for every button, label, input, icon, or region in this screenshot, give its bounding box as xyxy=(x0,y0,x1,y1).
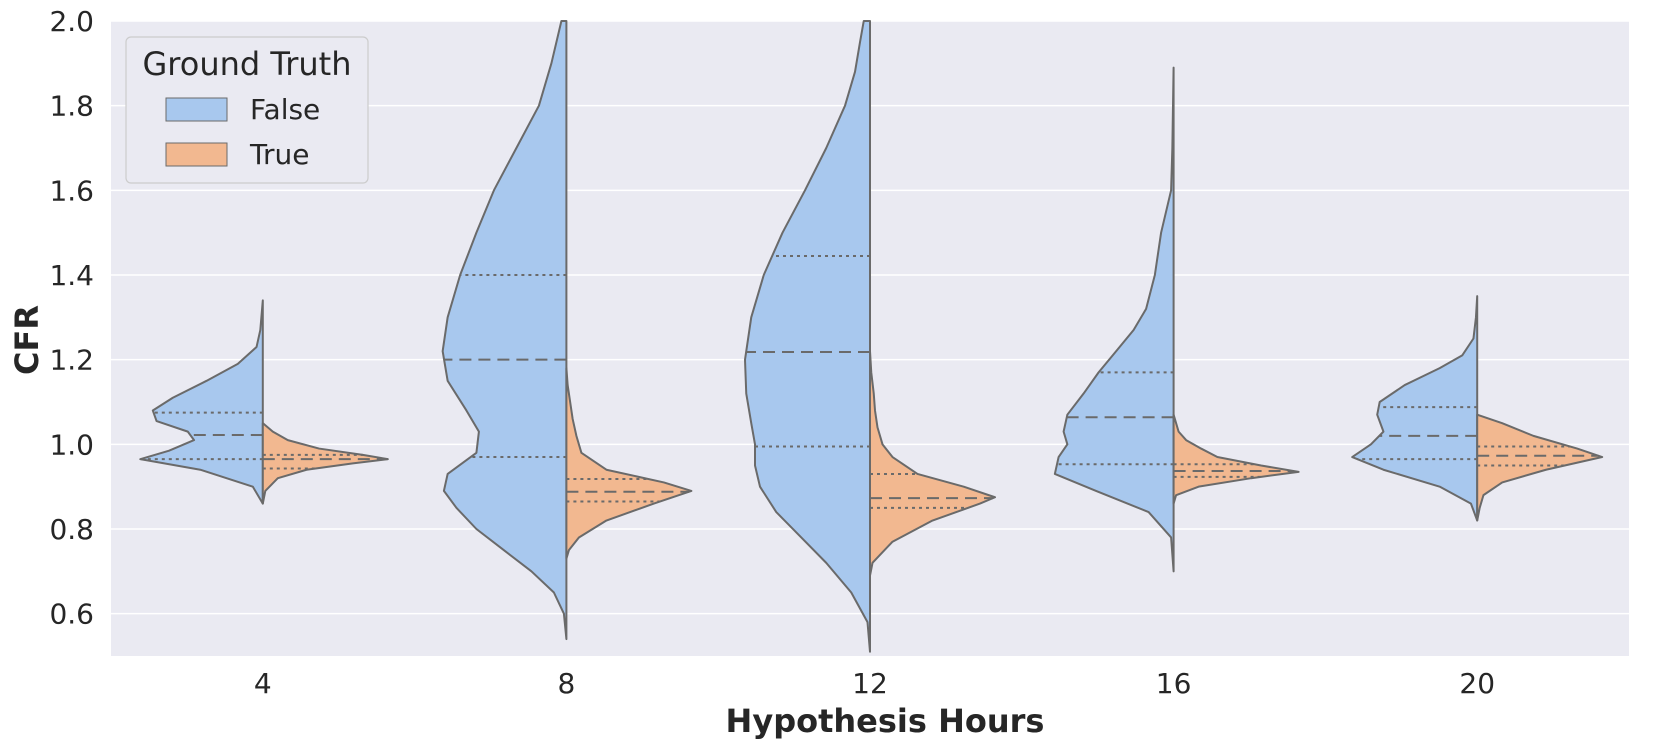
violin-true-8 xyxy=(565,367,693,560)
y-tick-label: 0.8 xyxy=(49,513,94,546)
tick-labels: 0.6 0.8 1.0 1.2 1.4 1.6 1.8 2.0 4 8 12 16 20 xyxy=(49,5,1495,700)
violin-false-16 xyxy=(1053,66,1175,573)
x-tick-label: 8 xyxy=(557,667,575,700)
y-tick-label: 1.4 xyxy=(49,259,94,292)
violin-false-4 xyxy=(139,299,264,505)
y-tick-label: 1.0 xyxy=(49,428,94,461)
x-tick-label: 16 xyxy=(1156,667,1192,700)
x-tick-label: 20 xyxy=(1459,667,1495,700)
y-tick-label: 1.8 xyxy=(49,90,94,123)
violin-true-20 xyxy=(1476,413,1604,522)
x-tick-label: 12 xyxy=(852,667,888,700)
violin-false-20 xyxy=(1351,295,1479,522)
legend-swatch-false xyxy=(165,97,228,122)
legend-label-false: False xyxy=(250,93,320,126)
y-axis-title: CFR xyxy=(8,305,46,375)
legend-label-true: True xyxy=(249,138,309,171)
legend-title: Ground Truth xyxy=(143,45,352,83)
y-tick-label: 1.2 xyxy=(49,344,94,377)
violins xyxy=(139,20,1604,653)
violin-true-16 xyxy=(1172,413,1300,505)
legend: Ground Truth False True xyxy=(125,36,369,184)
y-tick-label: 0.6 xyxy=(49,598,94,631)
violin-true-12 xyxy=(869,350,996,577)
violin-false-8 xyxy=(441,20,568,641)
x-tick-label: 4 xyxy=(254,667,272,700)
violin-false-12 xyxy=(744,20,871,653)
y-tick-label: 1.6 xyxy=(49,174,94,207)
y-tick-label: 2.0 xyxy=(49,5,94,38)
legend-swatch-true xyxy=(165,142,228,167)
x-axis-title: Hypothesis Hours xyxy=(726,702,1045,740)
